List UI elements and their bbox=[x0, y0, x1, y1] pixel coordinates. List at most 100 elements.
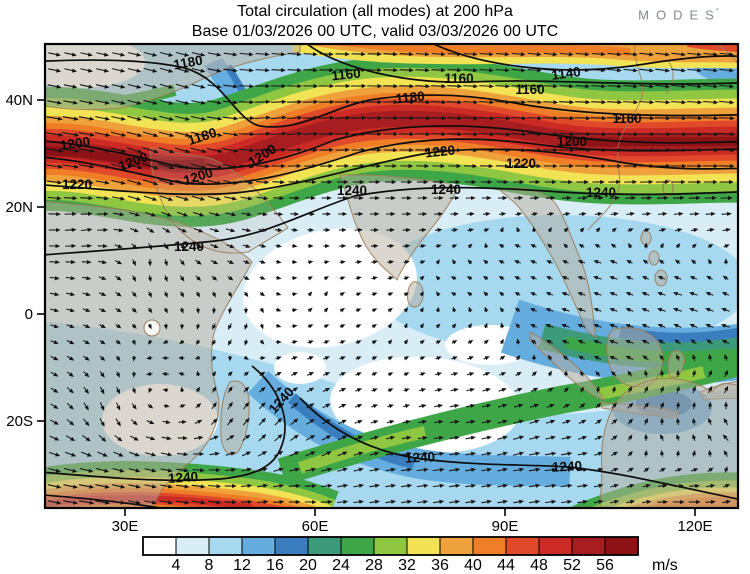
wind-arrow bbox=[595, 402, 602, 409]
wind-arrow bbox=[387, 292, 394, 297]
wind-arrow bbox=[66, 371, 74, 377]
wind-arrow bbox=[692, 433, 697, 441]
wind-arrow bbox=[577, 451, 588, 456]
wind-arrow bbox=[463, 52, 478, 57]
wind-arrow bbox=[514, 244, 521, 249]
wind-arrow bbox=[545, 499, 557, 504]
wind-arrow bbox=[654, 116, 671, 121]
wind-arrow bbox=[415, 52, 430, 57]
wind-arrow bbox=[291, 340, 298, 345]
wind-arrow bbox=[175, 195, 190, 201]
wind-arrow bbox=[223, 100, 239, 105]
wind-arrow bbox=[148, 387, 153, 394]
colorbar-unit-label: m/s bbox=[652, 557, 678, 574]
wind-arrow bbox=[146, 227, 155, 233]
wind-arrow bbox=[63, 100, 78, 105]
wind-arrow bbox=[513, 435, 525, 440]
wind-arrow bbox=[207, 100, 222, 105]
wind-arrow bbox=[688, 307, 698, 312]
wind-arrow bbox=[61, 148, 80, 153]
wind-arrow bbox=[530, 387, 539, 392]
wind-arrow bbox=[371, 308, 378, 313]
wind-arrow bbox=[544, 483, 557, 488]
wind-arrow bbox=[722, 484, 731, 489]
wind-arrow bbox=[339, 324, 346, 329]
wind-arrow bbox=[660, 450, 665, 457]
sh-diagonal-ygreen-1 bbox=[298, 426, 427, 474]
wind-arrow bbox=[625, 323, 634, 328]
wind-arrow bbox=[50, 371, 59, 377]
wind-arrow bbox=[499, 226, 504, 233]
wind-arrow bbox=[627, 228, 634, 233]
wind-arrow bbox=[273, 499, 285, 505]
wind-arrow bbox=[494, 148, 511, 153]
wind-arrow bbox=[718, 148, 736, 153]
wind-arrow bbox=[479, 52, 494, 57]
wind-arrow bbox=[484, 306, 489, 313]
wind-arrow bbox=[528, 451, 541, 456]
wind-arrow bbox=[561, 292, 570, 296]
wind-arrow bbox=[593, 259, 602, 264]
wind-arrow bbox=[225, 467, 237, 472]
wind-arrow bbox=[50, 355, 59, 361]
wind-arrow bbox=[371, 372, 378, 377]
wind-arrow bbox=[127, 115, 142, 121]
wind-arrow bbox=[657, 211, 668, 217]
wind-arrow bbox=[47, 484, 62, 489]
wind-arrow bbox=[207, 68, 222, 73]
wind-arrow bbox=[271, 52, 286, 57]
wind-arrow bbox=[386, 243, 395, 249]
wind-arrow bbox=[144, 452, 157, 457]
wind-arrow bbox=[497, 451, 509, 456]
wind-arrow bbox=[527, 148, 543, 153]
wind-arrow bbox=[561, 323, 570, 328]
wind-arrow bbox=[419, 291, 424, 297]
wind-arrow bbox=[430, 116, 447, 121]
wind-arrow bbox=[593, 323, 602, 328]
colorbar-tick-label: 52 bbox=[563, 557, 581, 574]
wind-arrow bbox=[302, 115, 319, 120]
wind-arrow bbox=[178, 243, 186, 249]
wind-arrow bbox=[383, 52, 398, 57]
wind-arrow bbox=[595, 370, 601, 377]
wind-arrow bbox=[66, 340, 75, 345]
wind-arrow bbox=[575, 52, 590, 57]
wind-arrow bbox=[578, 243, 585, 249]
wind-arrow bbox=[708, 353, 713, 361]
contour-label: 1160 bbox=[331, 66, 362, 84]
wind-arrow bbox=[95, 116, 111, 121]
wind-arrow bbox=[675, 243, 681, 249]
wind-arrow bbox=[254, 115, 271, 120]
wind-arrow bbox=[355, 372, 362, 377]
contour-label: 1220 bbox=[424, 142, 455, 160]
wind-arrow bbox=[451, 356, 458, 361]
wind-arrow bbox=[446, 116, 463, 121]
wind-arrow bbox=[431, 52, 446, 57]
wind-arrow bbox=[578, 211, 587, 217]
wind-arrow bbox=[513, 419, 524, 424]
wind-arrow bbox=[706, 275, 713, 281]
colorbar: 4 8 12 16 20 24 28 32 36 40 44 48 52 56 bbox=[142, 536, 639, 574]
wind-arrow bbox=[607, 84, 623, 89]
wind-arrow bbox=[191, 195, 206, 201]
wind-arrow bbox=[465, 451, 476, 456]
wind-arrow bbox=[239, 84, 255, 89]
wind-arrow bbox=[128, 484, 141, 489]
wind-arrow bbox=[322, 403, 331, 409]
wind-arrow bbox=[256, 180, 270, 185]
coastline-indochina bbox=[499, 187, 597, 339]
wind-arrow bbox=[127, 68, 142, 73]
wind-arrow bbox=[467, 228, 474, 233]
wind-arrow bbox=[419, 372, 426, 377]
wind-arrow bbox=[62, 164, 79, 169]
wind-arrow bbox=[481, 451, 492, 456]
wind-arrow bbox=[99, 402, 105, 411]
wind-arrow bbox=[707, 385, 713, 394]
wind-arrow bbox=[641, 292, 650, 296]
wind-arrow bbox=[702, 100, 719, 105]
coastline-philippines-2 bbox=[648, 250, 660, 266]
wind-arrow bbox=[515, 371, 522, 377]
wind-arrow bbox=[414, 100, 431, 105]
wind-arrow bbox=[449, 483, 461, 488]
colorbar-segment bbox=[274, 536, 309, 556]
